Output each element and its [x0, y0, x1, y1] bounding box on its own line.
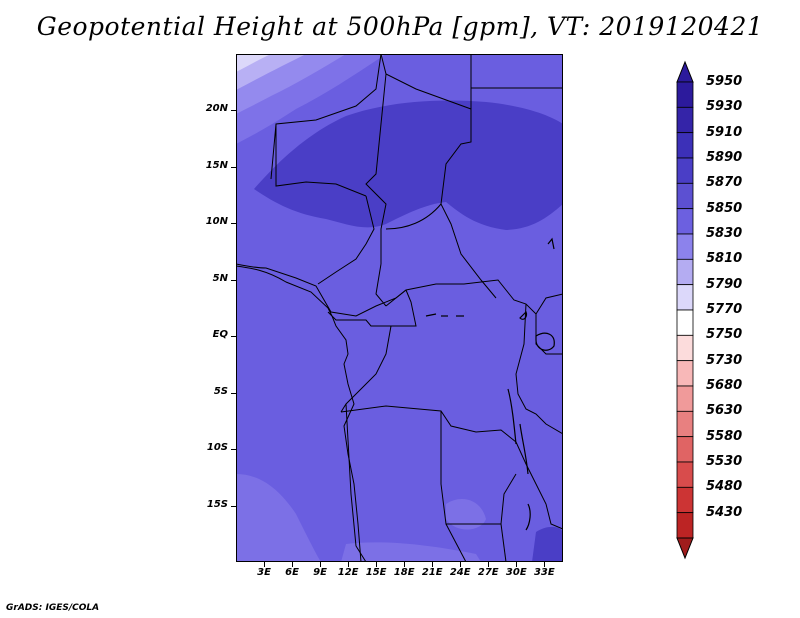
lon-tick-mark: [432, 562, 434, 567]
colorbar-level-label: 5910: [706, 124, 743, 140]
colorbar-level-label: 5870: [706, 175, 743, 191]
colorbar-swatch: [676, 233, 694, 260]
lon-tick-mark: [488, 562, 490, 567]
lat-tick-label: 10S: [206, 442, 228, 454]
colorbar-level-label: 5810: [706, 251, 743, 267]
lon-tick-label: 15E: [365, 567, 387, 578]
lon-tick-mark: [376, 562, 378, 567]
lon-tick-label: 12E: [337, 567, 359, 578]
colorbar-level-label: 5950: [706, 74, 743, 89]
colorbar-level-label: 5930: [706, 99, 743, 115]
colorbar-swatch: [676, 486, 694, 514]
lat-tick-mark: [231, 505, 236, 507]
coastline: [236, 265, 362, 562]
colorbar-swatch: [676, 258, 694, 286]
map-border: [236, 54, 563, 562]
colorbar-swatch: [676, 81, 694, 108]
lat-tick-mark: [231, 449, 236, 451]
lon-tick-label: 21E: [421, 567, 443, 578]
lat-tick-mark: [231, 392, 236, 394]
lat-tick-mark: [231, 279, 236, 281]
lat-tick-label: 5S: [213, 385, 228, 397]
lat-tick-label: 10N: [205, 216, 228, 228]
lat-tick-mark: [231, 223, 236, 225]
colorbar-swatch: [676, 208, 694, 235]
colorbar-level-label: 5750: [706, 327, 743, 343]
lon-tick-mark: [544, 562, 546, 567]
colorbar-level-label: 5790: [706, 276, 743, 292]
contour-fill-5890-se: [532, 526, 563, 562]
lon-tick-label: 24E: [449, 567, 471, 578]
colorbar-level-label: 5890: [706, 150, 743, 165]
colorbar-high-triangle: [676, 60, 694, 83]
lon-tick-label: 6E: [285, 567, 299, 578]
lat-tick-label: 5N: [212, 272, 228, 284]
colorbar-swatch: [676, 182, 694, 210]
colorbar-level-label: 5770: [706, 302, 743, 317]
lon-tick-mark: [292, 562, 294, 567]
colorbar-swatch: [676, 410, 694, 438]
contour-fill-5850-south: [236, 474, 321, 562]
colorbar-level-label: 5830: [706, 226, 743, 241]
colorbar-level-label: 5680: [706, 378, 743, 393]
contour-fill-5790: [236, 54, 271, 72]
colorbar-level-label: 5730: [706, 352, 743, 368]
lon-tick-label: 9E: [313, 567, 327, 578]
lat-tick-mark: [231, 110, 236, 112]
colorbar-swatch: [676, 360, 694, 387]
contour-fill-5810: [236, 54, 306, 90]
colorbar-level-label: 5480: [706, 479, 743, 495]
lon-tick-label: 33E: [533, 567, 555, 578]
colorbar-level-label: 5430: [706, 504, 743, 520]
colorbar-level-label: 5580: [706, 428, 743, 444]
lat-tick-label: 20N: [205, 103, 228, 115]
country-borders: [236, 54, 563, 562]
colorbar-swatch: [676, 284, 694, 311]
colorbar-swatch: [676, 157, 694, 184]
lat-tick-label: 15N: [205, 159, 228, 171]
colorbar-level-label: 5530: [706, 454, 743, 469]
lon-tick-label: 3E: [257, 567, 271, 578]
lon-tick-mark: [516, 562, 518, 567]
colorbar-level-label: 5630: [706, 403, 743, 419]
colorbar: [676, 60, 694, 560]
lat-tick-mark: [231, 336, 236, 338]
colorbar-level-label: 5850: [706, 200, 743, 216]
lon-tick-mark: [320, 562, 322, 567]
colorbar-swatch: [676, 106, 694, 134]
lon-tick-label: 27E: [477, 567, 499, 578]
lon-tick-label: 30E: [505, 567, 527, 578]
lat-tick-label: 15S: [206, 498, 228, 510]
contour-fill-5850-sw: [341, 542, 481, 562]
map-panel: [236, 54, 563, 562]
map-title: Geopotential Height at 500hPa [gpm], VT:…: [36, 12, 764, 41]
contour-fill-5890: [254, 100, 563, 230]
lat-tick-mark: [231, 166, 236, 168]
colorbar-low-triangle: [676, 537, 694, 560]
credit-text: GrADS: IGES/COLA: [6, 603, 100, 613]
colorbar-swatch: [676, 436, 694, 463]
lon-tick-mark: [460, 562, 462, 567]
lat-tick-label: EQ: [212, 329, 228, 341]
colorbar-swatch: [676, 385, 694, 412]
lakes: [425, 237, 555, 531]
colorbar-swatch: [676, 334, 694, 362]
lon-tick-mark: [348, 562, 350, 567]
contour-fill-5850-patch: [446, 499, 486, 530]
colorbar-swatch: [676, 309, 694, 336]
lon-tick-label: 18E: [393, 567, 415, 578]
colorbar-swatch: [676, 132, 694, 159]
lon-tick-mark: [404, 562, 406, 567]
colorbar-swatch: [676, 461, 694, 488]
colorbar-swatch: [676, 512, 694, 539]
lon-tick-mark: [264, 562, 266, 567]
